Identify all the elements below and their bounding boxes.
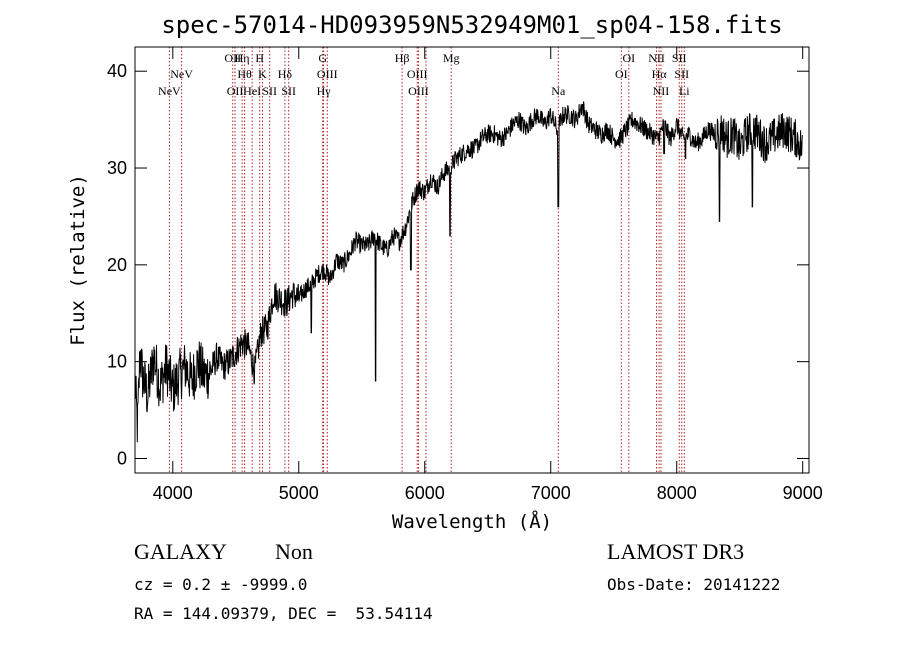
line-label: Mg <box>443 51 460 65</box>
spectrum-data <box>134 101 803 443</box>
y-tick-label: 10 <box>107 352 127 372</box>
survey-name: LAMOST DR3 <box>607 539 744 564</box>
line-label: OII <box>227 84 244 98</box>
y-tick-label: 0 <box>117 448 127 468</box>
line-label: H <box>255 51 264 65</box>
line-label: SII <box>281 84 296 98</box>
x-tick-label: 8000 <box>657 483 697 503</box>
line-label: Hδ <box>278 67 293 81</box>
spectral-line-markers <box>168 47 685 473</box>
object-class: GALAXY <box>134 539 227 564</box>
plot-frame <box>134 46 810 474</box>
line-label: G <box>318 51 327 65</box>
line-label: Na <box>551 84 566 98</box>
y-tick-label: 40 <box>107 61 127 81</box>
y-tick-label: 30 <box>107 158 127 178</box>
x-axis: 4000 5000 6000 7000 8000 9000 <box>153 47 823 503</box>
spectral-line-labels: NeVNeVOIIOIIHηHθHeIHKSIIHδSIIGHγOIIIHβOI… <box>158 51 690 98</box>
line-label: OIII <box>317 67 338 81</box>
x-axis-label: Wavelength (Å) <box>392 510 552 533</box>
redshift-text: cz = 0.2 ± -9999.0 <box>134 575 307 594</box>
line-label: Hη <box>235 51 250 65</box>
absorption-dip-point <box>410 269 412 271</box>
line-label: SII <box>262 84 277 98</box>
y-axis: 0 10 20 30 40 <box>107 61 809 468</box>
x-tick-label: 5000 <box>279 483 319 503</box>
absorption-dip-point <box>751 206 753 208</box>
line-label: SII <box>674 67 689 81</box>
line-label: SII <box>672 51 687 65</box>
x-tick-label: 6000 <box>405 483 445 503</box>
absorption-dip-point <box>663 152 665 155</box>
coordinates-text: RA = 144.09379, DEC = 53.54114 <box>134 604 433 623</box>
line-label: HeI <box>243 84 261 98</box>
absorption-dip-point <box>310 332 312 334</box>
chart-title: spec-57014-HD093959N532949M01_sp04-158.f… <box>161 11 782 39</box>
line-label: Hβ <box>395 51 410 65</box>
absorption-dip-point <box>718 220 721 222</box>
line-label: OI <box>623 51 636 65</box>
line-label: NeV <box>170 67 193 81</box>
line-label: NeV <box>158 84 181 98</box>
absorption-dip-point <box>557 206 559 208</box>
y-axis-label: Flux (relative) <box>67 174 89 346</box>
absorption-dip-point <box>684 157 687 159</box>
spectrum-line <box>134 101 803 443</box>
line-label: OIII <box>408 84 429 98</box>
line-label: OI <box>615 67 628 81</box>
x-tick-label: 7000 <box>531 483 571 503</box>
absorption-dip-point <box>375 380 377 382</box>
x-tick-label: 9000 <box>783 483 823 503</box>
line-label: NII <box>648 51 665 65</box>
object-subclass: Non <box>275 539 313 564</box>
absorption-dip-point <box>449 235 451 237</box>
obs-date-text: Obs-Date: 20141222 <box>607 575 780 594</box>
line-label: NII <box>653 84 670 98</box>
line-label: Hα <box>652 67 668 81</box>
line-label: Hθ <box>237 67 252 81</box>
line-label: Hγ <box>317 84 332 98</box>
line-label: OII <box>224 51 241 65</box>
y-tick-label: 20 <box>107 255 127 275</box>
line-label: K <box>258 67 267 81</box>
x-tick-label: 4000 <box>153 483 193 503</box>
line-label: OIII <box>407 67 428 81</box>
line-label: Li <box>679 84 690 98</box>
